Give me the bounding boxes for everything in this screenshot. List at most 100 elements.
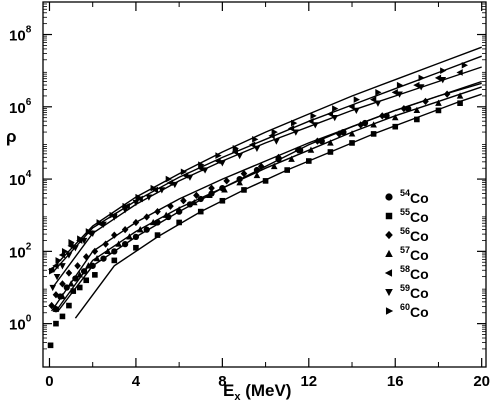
x-tick-label: 12 <box>300 373 317 390</box>
data-point <box>434 74 442 82</box>
data-point <box>288 155 295 162</box>
data-point <box>236 179 243 186</box>
y-tick-label: 102 <box>9 241 32 261</box>
legend-label: 60Co <box>400 302 429 320</box>
data-point <box>136 226 144 233</box>
axis-ticks: 0 4 8 12 16 20 100 102 104 106 108 <box>9 2 490 390</box>
data-point <box>65 269 73 277</box>
data-point <box>100 255 107 262</box>
data-point <box>253 166 261 174</box>
legend-marker <box>385 249 393 258</box>
data-point <box>111 231 118 239</box>
data-point <box>190 198 198 206</box>
data-point <box>201 167 209 174</box>
data-point <box>241 187 247 193</box>
data-point <box>109 211 116 219</box>
data-point <box>80 237 88 245</box>
data-point <box>435 107 442 114</box>
data-point <box>335 130 343 138</box>
data-point <box>100 221 107 228</box>
legend-marker <box>385 230 393 240</box>
data-point <box>248 141 256 149</box>
data-point <box>349 140 355 146</box>
data-point <box>294 146 302 154</box>
data-point <box>375 89 382 96</box>
data-point <box>378 112 386 120</box>
data-point <box>132 218 140 227</box>
data-point <box>181 172 189 179</box>
data-point <box>198 161 205 168</box>
data-point <box>133 244 139 251</box>
data-point <box>143 226 150 233</box>
data-point <box>370 121 377 128</box>
data-point <box>400 104 408 113</box>
data-point <box>413 81 420 89</box>
data-point <box>327 139 334 146</box>
data-point <box>383 112 390 119</box>
data-point <box>158 187 166 194</box>
data-point <box>115 240 122 247</box>
data-point <box>353 96 360 103</box>
data-point <box>396 91 403 98</box>
data-point <box>275 153 282 162</box>
data-point <box>47 342 54 349</box>
data-point <box>197 164 204 172</box>
data-point <box>223 177 230 185</box>
data-point <box>132 199 140 207</box>
data-point <box>83 277 90 284</box>
data-point <box>461 61 469 69</box>
data-point <box>80 268 88 275</box>
data-point <box>457 100 463 106</box>
data-point <box>68 239 75 246</box>
data-point <box>72 245 79 252</box>
data-point <box>348 103 355 111</box>
data-point <box>91 247 99 255</box>
data-point <box>52 305 60 312</box>
data-point <box>262 178 269 184</box>
data-point <box>166 179 174 186</box>
data-point <box>85 262 92 269</box>
data-point <box>165 175 172 183</box>
data-point <box>59 313 66 320</box>
legend-marker <box>385 307 394 315</box>
legend-marker <box>385 288 393 297</box>
data-point <box>53 320 59 327</box>
y-tick-label: 106 <box>9 97 32 117</box>
data-point <box>154 232 161 238</box>
data-point <box>391 114 399 121</box>
fit-curve <box>51 80 482 312</box>
x-tick-label: 16 <box>387 373 404 390</box>
x-axis-title: Ex (MeV) <box>223 381 291 403</box>
data-point <box>145 194 153 201</box>
data-point <box>186 201 194 208</box>
data-point <box>414 116 420 123</box>
data-point <box>326 110 334 118</box>
data-point <box>89 230 97 237</box>
data-point <box>66 302 72 309</box>
data-point <box>240 170 248 178</box>
legend-label: 57Co <box>400 245 429 263</box>
data-point <box>257 162 265 171</box>
x-tick-label: 20 <box>473 373 490 390</box>
legend-label: 54Co <box>400 188 429 206</box>
data-point <box>292 129 300 136</box>
data-point <box>48 301 55 310</box>
legend-marker <box>384 269 393 277</box>
data-point <box>307 146 315 153</box>
data-point <box>180 168 188 176</box>
data-point <box>53 274 61 281</box>
data-point <box>126 233 133 240</box>
data-point <box>318 137 325 145</box>
legend-label: 56Co <box>400 226 429 244</box>
data-point <box>102 240 109 248</box>
data-point <box>219 160 226 167</box>
data-point <box>67 242 74 250</box>
legend-label: 58Co <box>400 264 429 282</box>
data-point <box>253 145 261 152</box>
data-point <box>96 219 103 226</box>
data-point <box>310 112 317 120</box>
data-point <box>206 191 213 198</box>
data-point <box>49 267 56 275</box>
data-point <box>104 247 112 254</box>
data-point <box>162 211 170 218</box>
